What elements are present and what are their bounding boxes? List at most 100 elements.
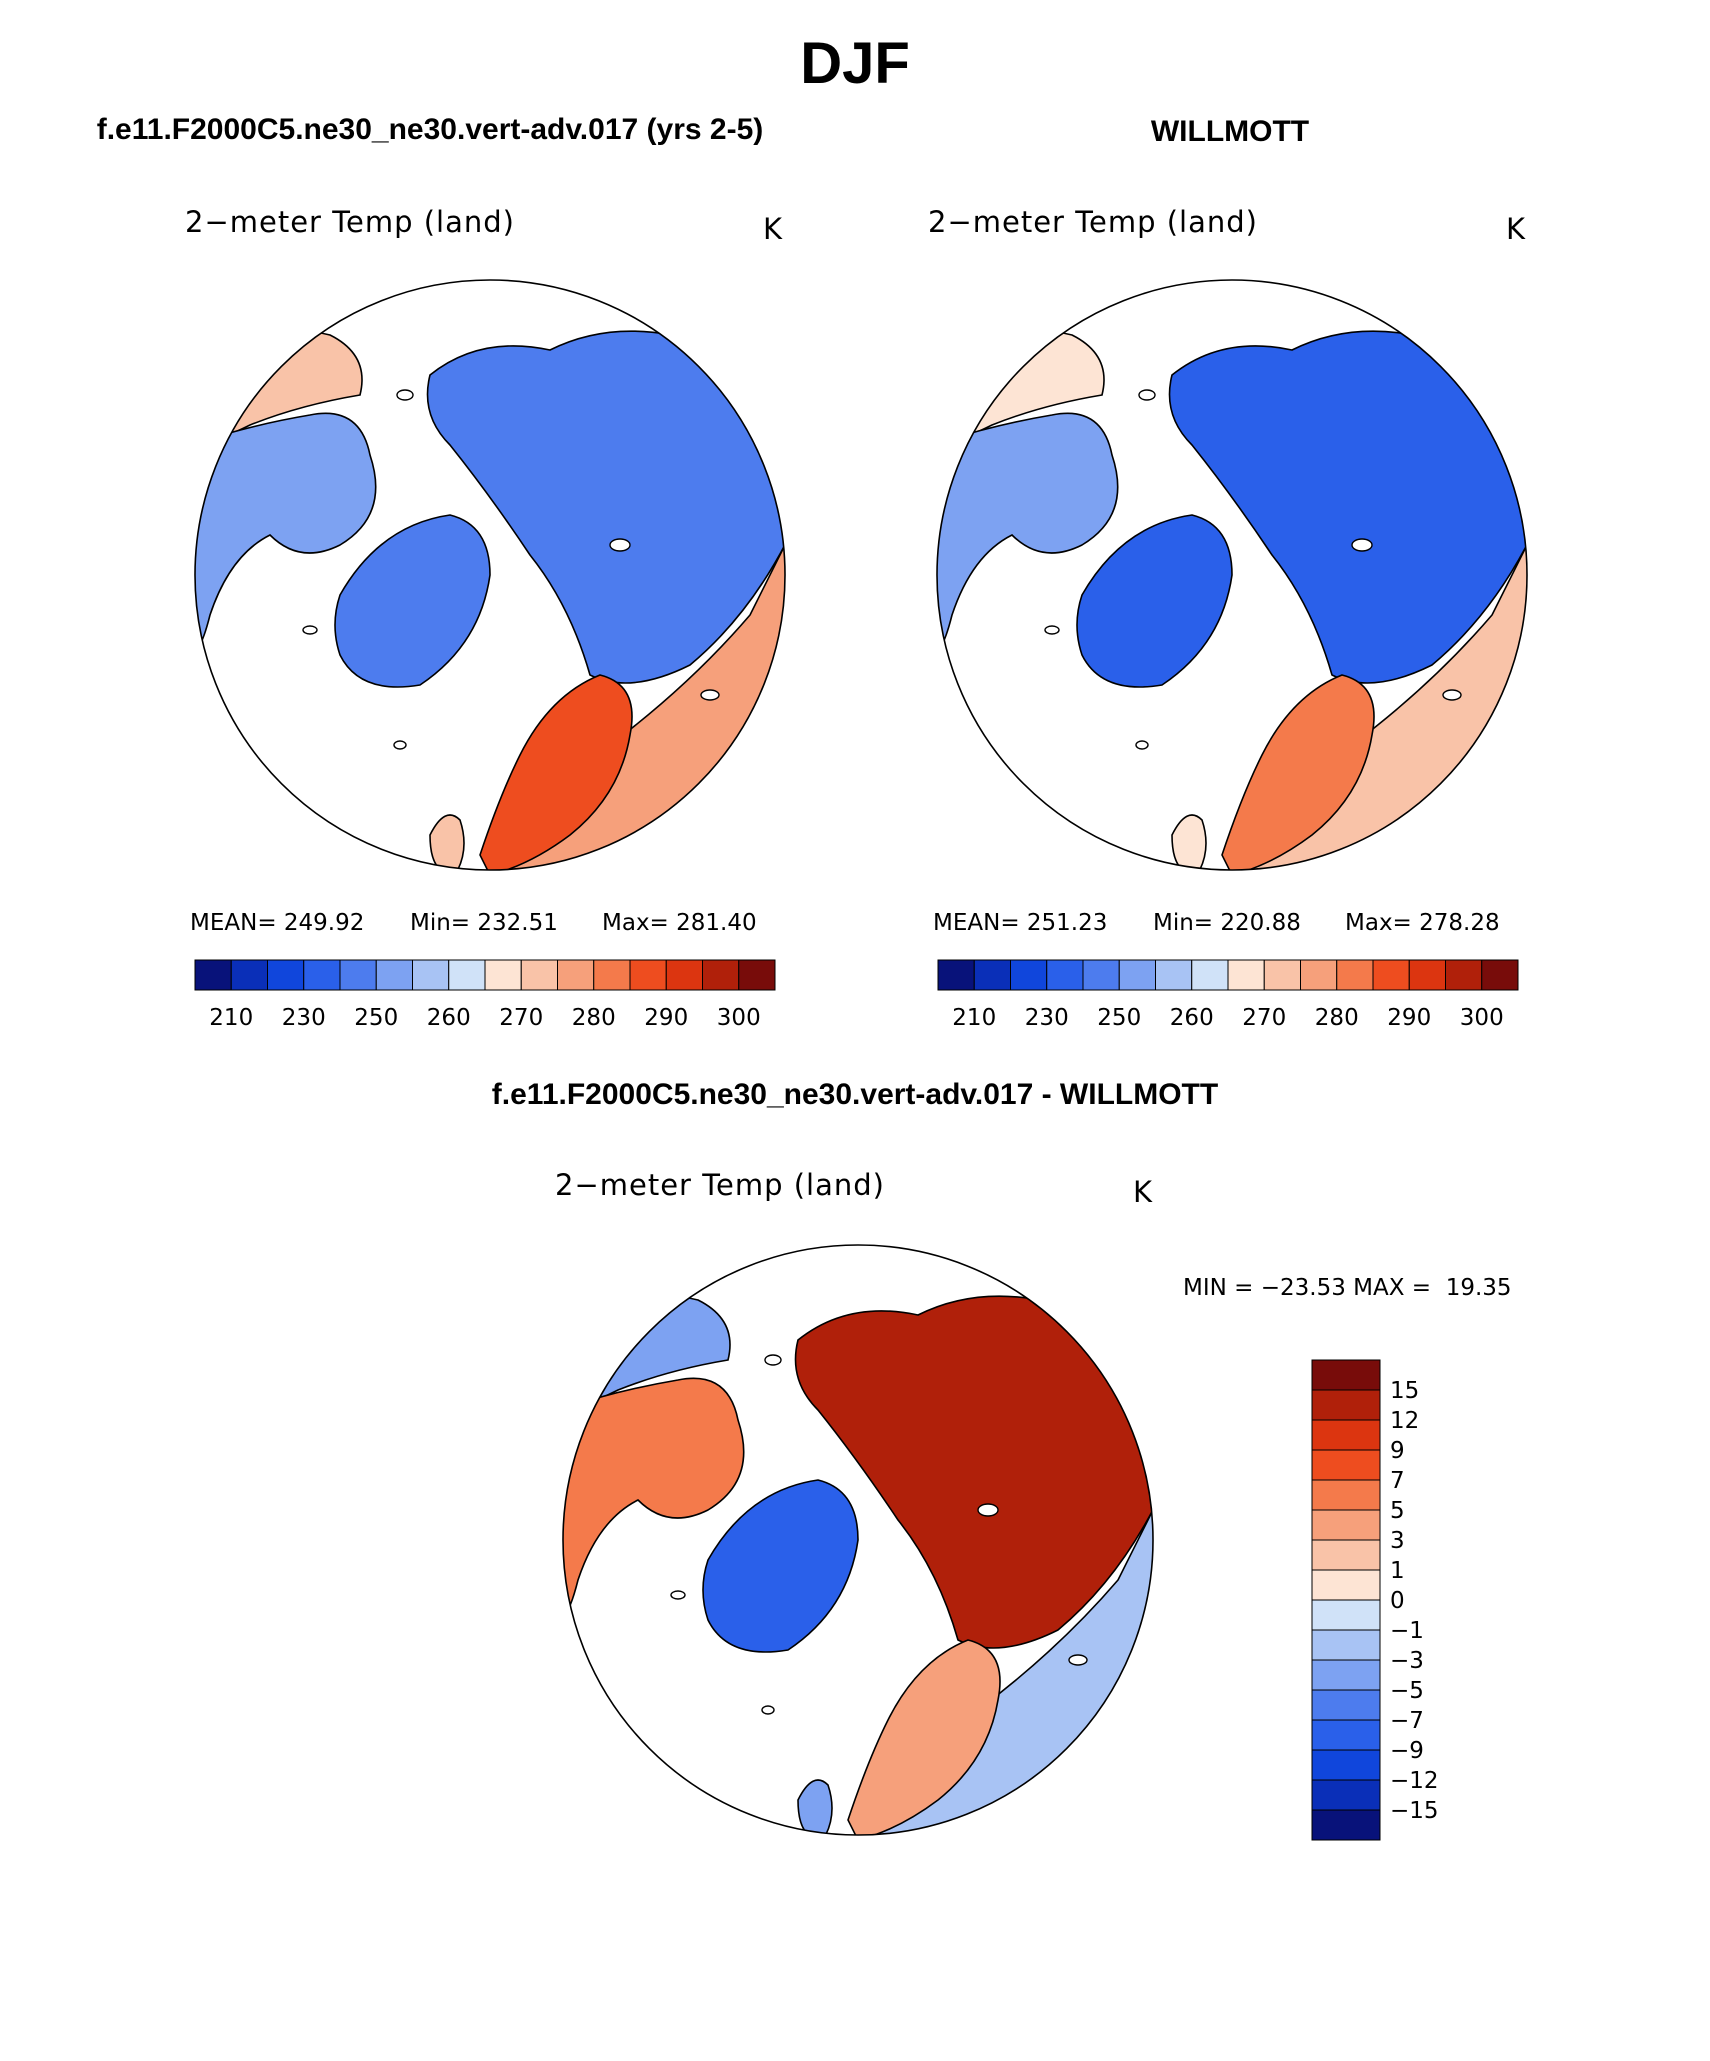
map-boundary bbox=[562, 1244, 1154, 1836]
canada-land bbox=[195, 412, 377, 656]
obs-mean-stat: MEAN= 251.23 bbox=[933, 910, 1108, 936]
model-mean-stat: MEAN= 249.92 bbox=[190, 910, 365, 936]
diff-colorbar-tick-label: 12 bbox=[1390, 1408, 1419, 1434]
diff-colorbar-tick-label: 9 bbox=[1390, 1438, 1405, 1464]
diff-variable-label: 2−meter Temp (land) bbox=[555, 1168, 885, 1202]
colorbar-swatch bbox=[1227, 959, 1265, 991]
island-4 bbox=[1135, 740, 1149, 750]
canada-land bbox=[563, 1377, 745, 1621]
colorbar-swatch bbox=[1010, 959, 1048, 991]
island-4 bbox=[761, 1705, 775, 1715]
europe-scandinavia-land bbox=[1221, 674, 1375, 870]
colorbar-swatch bbox=[702, 959, 740, 991]
island-1 bbox=[609, 538, 631, 552]
island-2 bbox=[700, 689, 720, 701]
colorbar-swatch bbox=[1408, 959, 1446, 991]
diff-colorbar-tick-label: −7 bbox=[1390, 1708, 1424, 1734]
island-3 bbox=[302, 625, 318, 635]
map-boundary bbox=[194, 279, 786, 871]
colorbar-swatch bbox=[937, 959, 975, 991]
colorbar-tick-label: 250 bbox=[354, 1005, 398, 1031]
island-0 bbox=[764, 1354, 782, 1366]
model-min-stat: Min= 232.51 bbox=[410, 910, 558, 936]
diff-colorbar-swatch bbox=[1311, 1359, 1381, 1391]
diff-minmax-stat: MIN = −23.53 MAX = 19.35 bbox=[1183, 1275, 1512, 1301]
diff-colorbar-swatch bbox=[1311, 1539, 1381, 1571]
colorbar-tick-label: 300 bbox=[717, 1005, 761, 1031]
diff-colorbar-swatch bbox=[1311, 1509, 1381, 1541]
colorbar-swatch bbox=[484, 959, 522, 991]
model-max-stat: Max= 281.40 bbox=[602, 910, 757, 936]
island-4 bbox=[393, 740, 407, 750]
colorbar-tick-label: 230 bbox=[1025, 1005, 1069, 1031]
figure-season-title: DJF bbox=[800, 31, 910, 96]
colorbar-swatch bbox=[665, 959, 703, 991]
model-variable-label: 2−meter Temp (land) bbox=[185, 205, 515, 239]
obs-max-stat: Max= 278.28 bbox=[1345, 910, 1500, 936]
colorbar-swatch bbox=[230, 959, 268, 991]
colorbar-swatch bbox=[738, 959, 776, 991]
colorbar-tick-label: 270 bbox=[1242, 1005, 1286, 1031]
diff-colorbar-tick-label: 7 bbox=[1390, 1468, 1405, 1494]
colorbar-swatch bbox=[1445, 959, 1483, 991]
model-units-label: K bbox=[763, 212, 784, 246]
colorbar-swatch bbox=[412, 959, 450, 991]
obs-min-stat: Min= 220.88 bbox=[1153, 910, 1301, 936]
obs-polar-map bbox=[936, 279, 1528, 871]
diff-colorbar-tick-label: −12 bbox=[1390, 1768, 1439, 1794]
diff-colorbar-swatch bbox=[1311, 1779, 1381, 1811]
colorbar-swatch bbox=[303, 959, 341, 991]
colorbar-tick-label: 210 bbox=[209, 1005, 253, 1031]
diff-colorbar-tick-label: −5 bbox=[1390, 1678, 1424, 1704]
obs-variable-label: 2−meter Temp (land) bbox=[928, 205, 1258, 239]
diff-colorbar-swatch bbox=[1311, 1599, 1381, 1631]
colorbar-tick-label: 300 bbox=[1460, 1005, 1504, 1031]
colorbar-tick-label: 250 bbox=[1097, 1005, 1141, 1031]
colorbar-swatch bbox=[557, 959, 595, 991]
colorbar-tick-label: 290 bbox=[644, 1005, 688, 1031]
obs-colorbar: 210 230 250 260 270 280 290 300 bbox=[937, 959, 1519, 1031]
colorbar-tick-label: 210 bbox=[952, 1005, 996, 1031]
colorbar-swatch bbox=[520, 959, 558, 991]
diff-colorbar-tick-label: 3 bbox=[1390, 1528, 1405, 1554]
greenland-land bbox=[334, 514, 491, 688]
siberia-land bbox=[794, 1295, 1153, 1649]
obs-panel-title: WILLMOTT bbox=[1150, 115, 1310, 148]
diff-colorbar-swatch bbox=[1311, 1809, 1381, 1841]
colorbar-tick-label: 230 bbox=[282, 1005, 326, 1031]
island-0 bbox=[396, 389, 414, 401]
island-1 bbox=[977, 1503, 999, 1517]
diff-colorbar-tick-label: 1 bbox=[1390, 1558, 1405, 1584]
greenland-land bbox=[702, 1479, 859, 1653]
colorbar-tick-label: 290 bbox=[1387, 1005, 1431, 1031]
colorbar-swatch bbox=[194, 959, 232, 991]
colorbar-tick-label: 270 bbox=[499, 1005, 543, 1031]
island-3 bbox=[670, 1590, 686, 1600]
colorbar-swatch bbox=[1082, 959, 1120, 991]
colorbar-tick-label: 280 bbox=[1315, 1005, 1359, 1031]
diff-colorbar-swatch bbox=[1311, 1389, 1381, 1421]
obs-units-label: K bbox=[1506, 212, 1527, 246]
colorbar-swatch bbox=[1191, 959, 1229, 991]
diff-colorbar: 15 12 9 7 5 3 1 0 −1 −3 −5 −7 −9 −12 −15 bbox=[1311, 1359, 1439, 1841]
diff-colorbar-tick-label: −3 bbox=[1390, 1648, 1424, 1674]
diff-colorbar-tick-label: 15 bbox=[1390, 1378, 1419, 1404]
diff-units-label: K bbox=[1133, 1175, 1154, 1209]
colorbar-swatch bbox=[1336, 959, 1374, 991]
colorbar-swatch bbox=[267, 959, 305, 991]
colorbar-tick-label: 260 bbox=[427, 1005, 471, 1031]
diff-colorbar-swatch bbox=[1311, 1749, 1381, 1781]
diff-polar-map bbox=[562, 1244, 1154, 1836]
diff-colorbar-tick-label: −1 bbox=[1390, 1618, 1424, 1644]
colorbar-swatch bbox=[1118, 959, 1156, 991]
diff-colorbar-swatch bbox=[1311, 1659, 1381, 1691]
island-2 bbox=[1068, 1654, 1088, 1666]
diff-panel-title: f.e11.F2000C5.ne30_ne30.vert-adv.017 - W… bbox=[491, 1078, 1219, 1111]
island-2 bbox=[1442, 689, 1462, 701]
colorbar-swatch bbox=[1300, 959, 1338, 991]
model-colorbar: 210 230 250 260 270 280 290 300 bbox=[194, 959, 776, 1031]
island-3 bbox=[1044, 625, 1060, 635]
map-boundary bbox=[936, 279, 1528, 871]
diff-colorbar-swatch bbox=[1311, 1449, 1381, 1481]
diff-colorbar-tick-label: 0 bbox=[1390, 1588, 1405, 1614]
